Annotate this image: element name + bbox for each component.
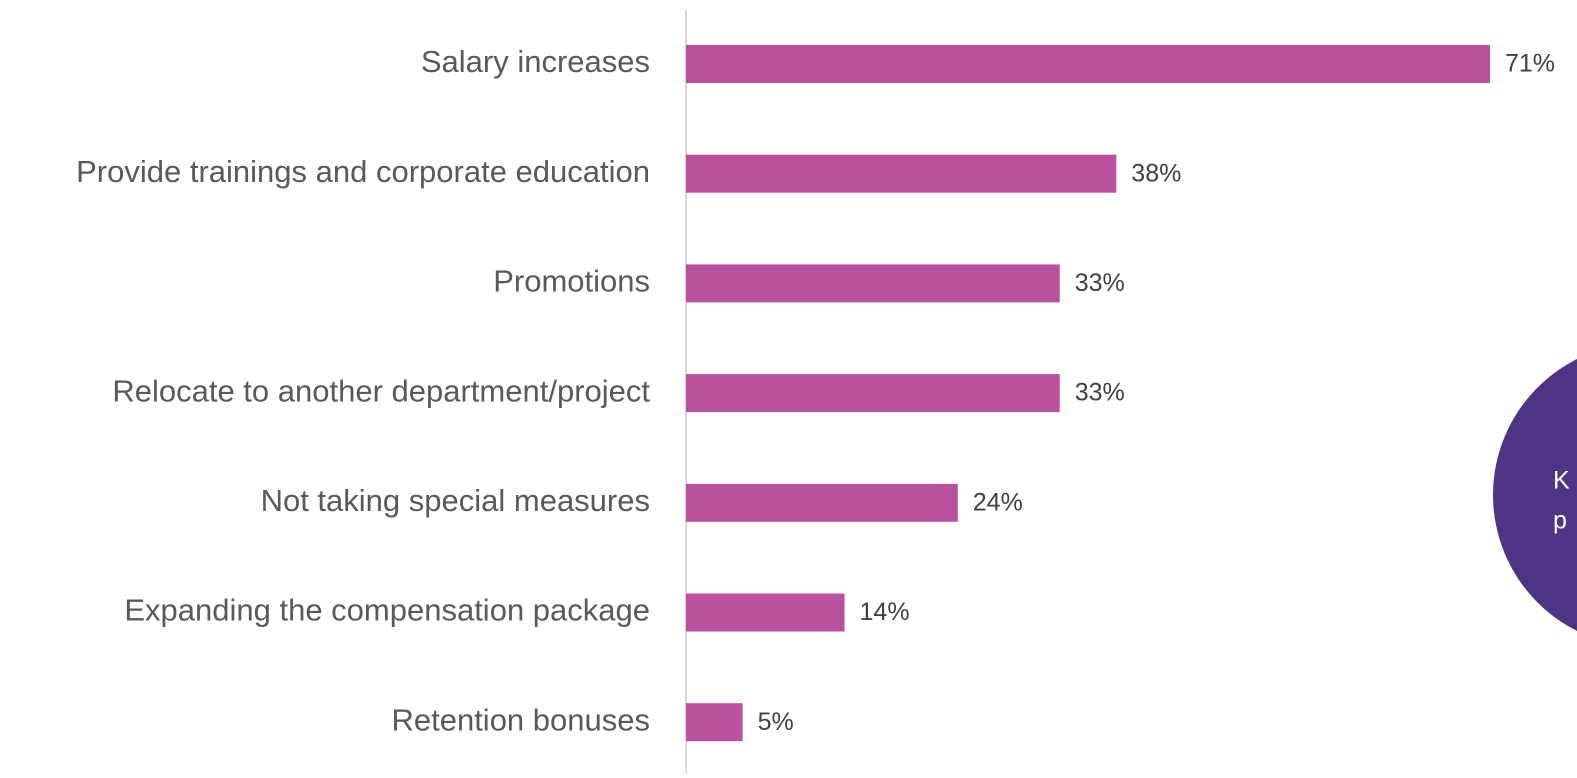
value-label: 24%: [973, 488, 1023, 516]
category-label: Expanding the compensation package: [124, 593, 650, 628]
value-label: 5%: [758, 708, 794, 736]
value-label: 33%: [1075, 379, 1125, 407]
annotation: p: [1553, 507, 1567, 535]
bar: [686, 264, 1060, 303]
category-label: Relocate to another department/project: [112, 373, 650, 408]
annotation: K: [1553, 467, 1570, 495]
category-label: Salary increases: [421, 44, 650, 79]
bar: [686, 703, 743, 742]
bar: [686, 45, 1490, 83]
bar: [686, 593, 845, 632]
value-label: 71%: [1505, 50, 1555, 78]
bar: [686, 374, 1060, 413]
value-label: 14%: [860, 598, 910, 626]
value-label: 33%: [1075, 269, 1125, 297]
decor-circle: [1493, 359, 1577, 631]
category-label: Retention bonuses: [391, 702, 650, 737]
bar: [686, 483, 958, 522]
category-label: Provide trainings and corporate educatio…: [76, 154, 650, 189]
category-label: Promotions: [493, 264, 650, 299]
value-label: 38%: [1131, 159, 1181, 187]
bar: [686, 154, 1117, 193]
category-label: Not taking special measures: [261, 483, 650, 518]
